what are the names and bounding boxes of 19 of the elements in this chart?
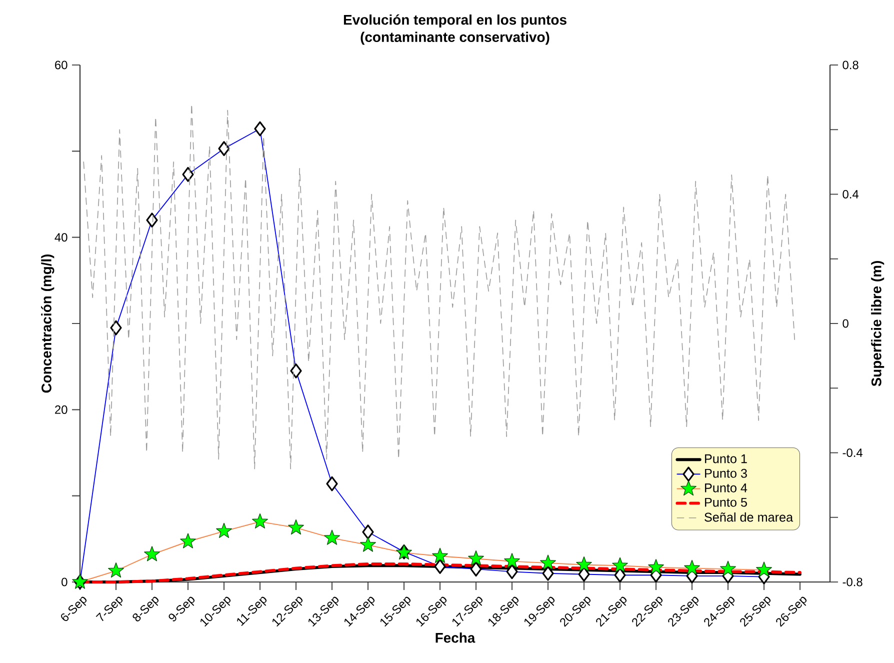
y-tick-label: 40 bbox=[54, 233, 68, 242]
y-tick-label: 20 bbox=[55, 405, 68, 414]
y2-axis-title: Superficie libre (m) bbox=[871, 261, 884, 386]
y2-tick-label: 0.8 bbox=[842, 60, 858, 70]
legend-label: Punto 5 bbox=[705, 498, 747, 507]
chart-title: Evolución temporal en los puntos bbox=[344, 14, 566, 28]
x-axis-title: Fecha bbox=[436, 632, 476, 643]
legend-label: Punto 4 bbox=[705, 484, 748, 492]
chart-subtitle: (contaminante conservativo) bbox=[360, 32, 550, 45]
y2-tick-label: 0 bbox=[842, 319, 848, 328]
legend-label: Punto 1 bbox=[705, 454, 747, 464]
y-tick-label: 0 bbox=[62, 578, 68, 586]
y2-tick-label: -0.8 bbox=[842, 578, 862, 586]
y2-tick-label: 0.4 bbox=[842, 190, 859, 198]
y2-tick-label: -0.4 bbox=[842, 448, 862, 457]
y-tick-label: 60 bbox=[55, 60, 68, 70]
legend-label: Punto 3 bbox=[705, 468, 747, 478]
legend-label: Señal de marea bbox=[704, 512, 794, 522]
y-axis-title: Concentración (mg/l) bbox=[41, 254, 54, 393]
